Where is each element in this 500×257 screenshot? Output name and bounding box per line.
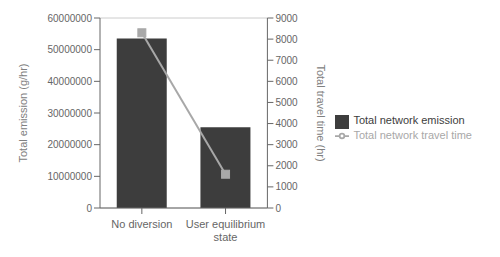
svg-text:0: 0: [275, 203, 281, 214]
svg-text:6000: 6000: [275, 76, 298, 87]
svg-text:5000: 5000: [275, 97, 298, 108]
svg-text:60000000: 60000000: [48, 13, 93, 24]
svg-text:20000000: 20000000: [48, 139, 93, 150]
html-text:Total network emission: Total network emission: [353, 114, 465, 127]
svg-text:Total emission (g/hr): Total emission (g/hr): [17, 63, 29, 162]
svg-text:10000000: 10000000: [48, 171, 93, 182]
svg-text:9000: 9000: [275, 13, 298, 24]
svg-text:8000: 8000: [275, 34, 298, 45]
svg-text:User equilibriumstate: User equilibriumstate: [186, 218, 265, 243]
svg-text:No diversion: No diversion: [111, 218, 172, 230]
svg-text:2000: 2000: [275, 160, 298, 171]
svg-text:3000: 3000: [275, 139, 298, 150]
svg-text:50000000: 50000000: [48, 44, 93, 55]
svg-text:40000000: 40000000: [48, 76, 93, 87]
svg-text:7000: 7000: [275, 55, 298, 66]
svg-text:0: 0: [86, 203, 92, 214]
svg-text:Total travel time (hr): Total travel time (hr): [314, 64, 326, 161]
svg-text:1000: 1000: [275, 181, 298, 192]
html-text:Total network travel time: Total network travel time: [353, 128, 472, 141]
svg-text:30000000: 30000000: [48, 108, 93, 119]
svg-text:4000: 4000: [275, 118, 298, 129]
